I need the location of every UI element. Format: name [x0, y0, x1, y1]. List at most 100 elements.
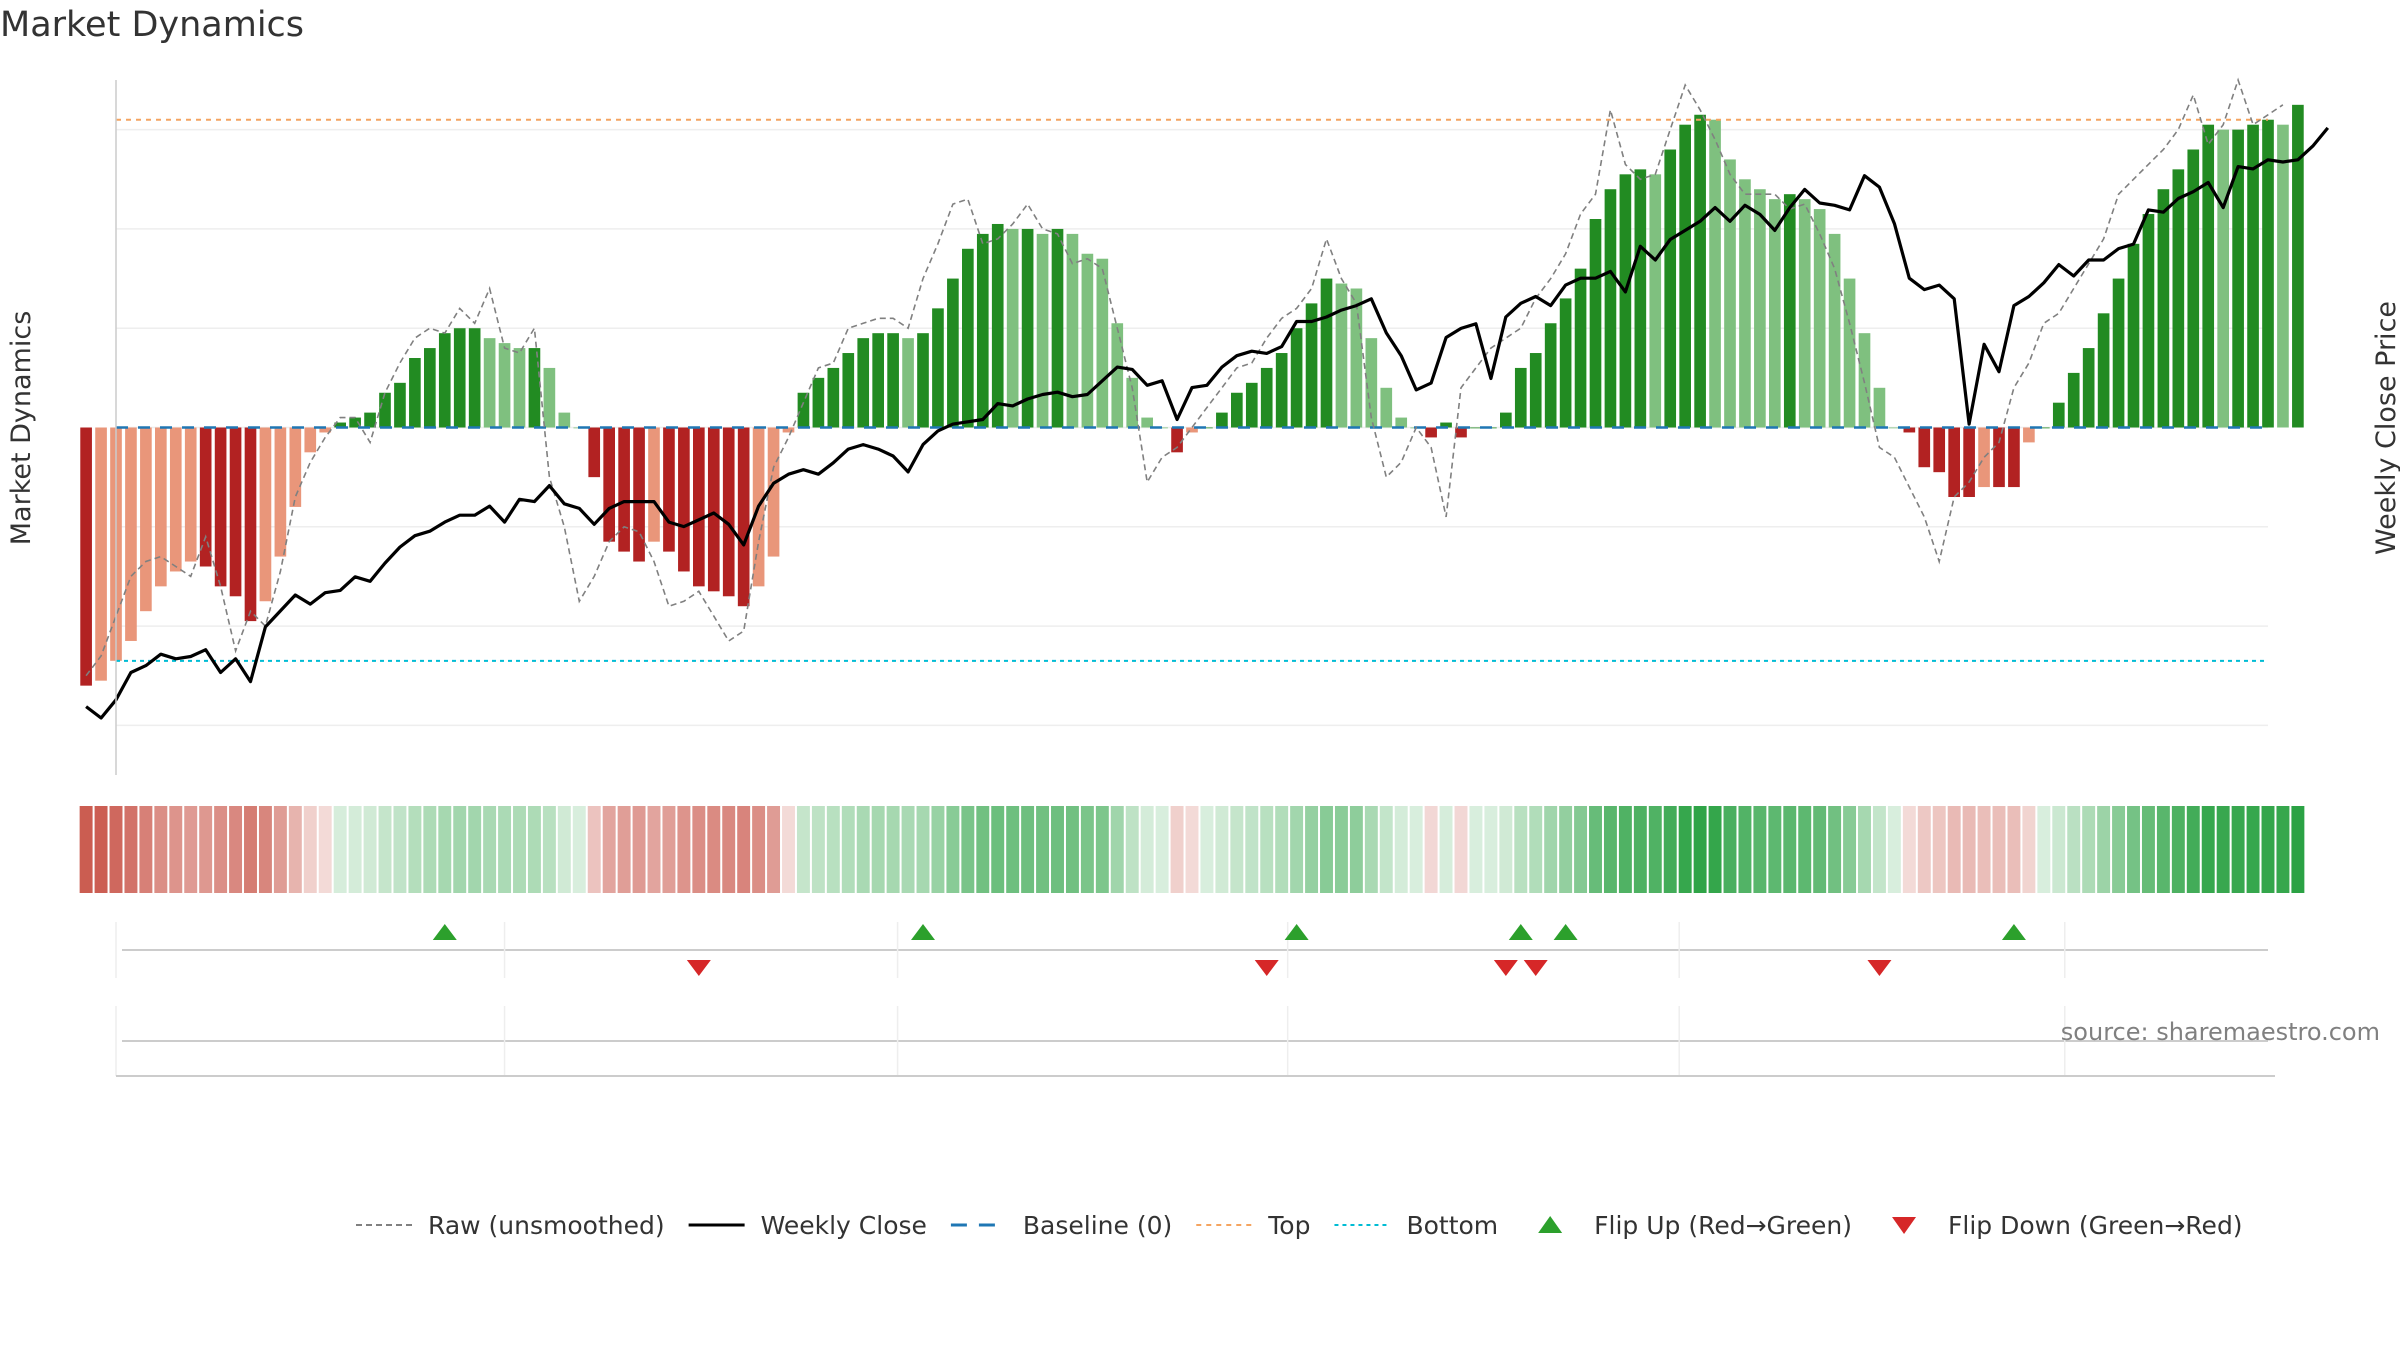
momentum-bar	[364, 412, 376, 428]
strip-cell	[333, 806, 347, 893]
strip-cell	[1693, 806, 1707, 893]
strip-cell	[602, 806, 616, 893]
momentum-bar	[1380, 387, 1393, 428]
strip-cell	[1514, 806, 1528, 893]
strip-cell	[1738, 806, 1752, 893]
legend-item-flip_up: Flip Up (Red→Green)	[1538, 1211, 1852, 1240]
strip-cell	[1394, 806, 1408, 893]
flip-up-marker	[432, 924, 457, 940]
legend-item-flip_down: Flip Down (Green→Red)	[1892, 1211, 2243, 1240]
strip-cell	[94, 806, 108, 893]
momentum-bar	[274, 427, 287, 557]
strip-cell	[1723, 806, 1737, 893]
momentum-bar	[244, 427, 257, 622]
momentum-bar	[2277, 124, 2289, 428]
momentum-bar	[184, 427, 197, 562]
strip-cell	[647, 806, 661, 893]
momentum-bar	[2142, 214, 2155, 428]
strip-cell	[1170, 806, 1184, 893]
strip-cell	[2216, 806, 2230, 893]
weekly-close-line	[85, 126, 2330, 720]
momentum-bar	[1290, 328, 1303, 428]
momentum-bar	[1021, 228, 1034, 428]
strip-cell	[169, 806, 183, 893]
momentum-bar	[1544, 323, 1557, 428]
momentum-bar	[1873, 387, 1886, 428]
strip-cell	[587, 806, 601, 893]
strip-cell	[1574, 806, 1588, 893]
momentum-bar	[1231, 392, 1243, 428]
momentum-bar	[2247, 124, 2259, 428]
strip-cell	[1858, 806, 1871, 893]
momentum-bar	[1425, 427, 1437, 438]
legend-item-bottom: Bottom	[1334, 1211, 1498, 1240]
strip-cell	[1185, 806, 1199, 893]
momentum-bar	[1186, 427, 1198, 433]
momentum-bar	[2082, 348, 2095, 428]
momentum-bar	[1739, 179, 1751, 428]
strip-cell	[1320, 806, 1333, 893]
momentum-bar	[2127, 243, 2140, 428]
strip-cell	[483, 806, 497, 893]
strip-cell	[2067, 806, 2081, 893]
momentum-bar	[498, 343, 511, 428]
flip-up-marker	[1508, 924, 1533, 940]
strip-cell	[1334, 806, 1348, 893]
strip-cell	[1887, 806, 1901, 893]
momentum-bar	[1275, 353, 1288, 428]
momentum-bar	[633, 427, 645, 562]
momentum-bar	[2157, 189, 2170, 428]
strip-cell	[916, 806, 930, 893]
strip-cell	[1499, 806, 1513, 893]
momentum-bar	[1171, 427, 1183, 453]
momentum-bar	[483, 338, 496, 428]
momentum-bar	[1903, 427, 1916, 433]
momentum-bar	[1918, 427, 1931, 468]
momentum-bar	[1440, 422, 1452, 428]
momentum-bar	[887, 333, 899, 428]
strip-cell	[1125, 806, 1139, 893]
strip-cell	[752, 806, 766, 893]
momentum-bar	[468, 328, 481, 428]
momentum-bar	[2112, 278, 2125, 428]
momentum-bar	[289, 427, 302, 507]
momentum-bar	[1156, 427, 1168, 429]
strip-cell	[1618, 806, 1632, 893]
momentum-bar	[214, 427, 227, 587]
momentum-bar	[2187, 149, 2200, 428]
strip-cell	[1230, 806, 1244, 893]
momentum-bar	[1141, 417, 1153, 428]
momentum-bar	[1006, 228, 1019, 428]
momentum-bar	[528, 348, 541, 428]
strip-cell	[1633, 806, 1647, 893]
momentum-bar	[782, 427, 795, 433]
momentum-bar	[2038, 427, 2050, 429]
momentum-bar	[125, 427, 137, 641]
momentum-bar	[827, 367, 840, 428]
flip-down-marker	[1523, 960, 1548, 976]
momentum-bar	[797, 392, 810, 428]
series-lines	[85, 77, 2330, 720]
strip-cell	[2141, 806, 2155, 893]
strip-cell	[214, 806, 228, 893]
momentum-bar	[1679, 124, 1691, 428]
momentum-bar	[1201, 427, 1213, 429]
strip-cell	[1798, 806, 1812, 893]
strip-cell	[841, 806, 855, 893]
strip-cell	[1155, 806, 1169, 893]
momentum-bar	[1365, 338, 1378, 428]
momentum-bar	[1081, 253, 1094, 428]
strip-cell	[1305, 806, 1319, 893]
momentum-bar	[2008, 427, 2020, 488]
momentum-bar	[1664, 149, 1677, 428]
strip-cell	[1813, 806, 1827, 893]
strip-cell	[707, 806, 721, 893]
momentum-bar	[1096, 258, 1109, 428]
strip-cell	[2052, 806, 2066, 893]
flip-up-marker	[2001, 924, 2026, 940]
momentum-bar	[872, 333, 884, 428]
strip-cell	[1753, 806, 1767, 893]
strip-cell	[2097, 806, 2111, 893]
legend-label: Bottom	[1406, 1211, 1498, 1240]
flip-down-marker	[1493, 960, 1518, 976]
